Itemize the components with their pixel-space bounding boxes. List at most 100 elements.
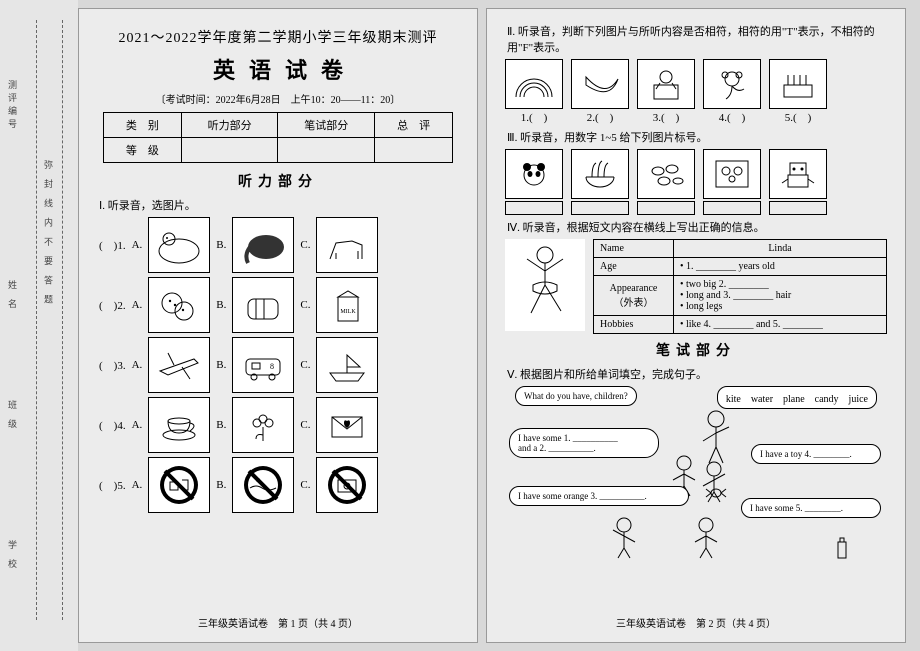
q3-blank[interactable] bbox=[571, 201, 629, 215]
pic-panda bbox=[505, 149, 563, 199]
pic-clown bbox=[637, 59, 695, 109]
q-number[interactable]: ( )5. bbox=[99, 477, 126, 493]
info-hobbies-label: Hobbies bbox=[594, 316, 674, 334]
pic-no-food bbox=[148, 457, 210, 513]
label-name: 姓 名 bbox=[6, 280, 19, 312]
td-blank[interactable] bbox=[375, 138, 453, 163]
bubble-1[interactable]: I have some 1. __________ and a 2. _____… bbox=[509, 428, 659, 458]
q-number[interactable]: ( )4. bbox=[99, 417, 126, 433]
bubble-3[interactable]: I have some orange 3. __________. bbox=[509, 486, 689, 506]
teacher-bubble: What do you have, children? bbox=[515, 386, 637, 406]
pic-ship bbox=[316, 337, 378, 393]
q3-blank[interactable] bbox=[505, 201, 563, 215]
pic-cookies bbox=[148, 277, 210, 333]
listening-heading: 听力部分 bbox=[79, 171, 477, 191]
q3-blank[interactable] bbox=[769, 201, 827, 215]
pic-cup bbox=[148, 397, 210, 453]
info-hobbies-value[interactable]: • like 4. ________ and 5. ________ bbox=[674, 316, 887, 334]
label-testid: 测评编号 bbox=[6, 80, 19, 132]
pic-card bbox=[316, 397, 378, 453]
written-heading: 笔试部分 bbox=[487, 340, 905, 360]
q1-row-2: ( )2. A. B. C. MILK bbox=[99, 277, 457, 333]
main-title: 2021～2022学年度第二学期小学三年级期末测评 bbox=[79, 27, 477, 47]
q4-title: Ⅳ. 听录音，根据短文内容在横线上写出正确的信息。 bbox=[507, 219, 885, 235]
page-2: Ⅱ. 听录音，判断下列图片与所听内容是否相符，相符的用"T"表示，不相符的用"F… bbox=[486, 8, 906, 643]
pic-bread bbox=[232, 277, 294, 333]
q2-num[interactable]: 4.( ) bbox=[703, 109, 761, 125]
pic-no-camera bbox=[316, 457, 378, 513]
pic-noodles bbox=[571, 149, 629, 199]
pic-robot bbox=[769, 149, 827, 199]
exam-time: 〔考试时间：2022年6月28日 上午10：20——11：20〕 bbox=[79, 91, 477, 106]
q1-title: Ⅰ. 听录音，选图片。 bbox=[99, 197, 457, 213]
q3-images bbox=[505, 149, 887, 215]
fold-line-2 bbox=[62, 20, 63, 620]
pic-hippo bbox=[148, 217, 210, 273]
pic-horse bbox=[316, 217, 378, 273]
th-listening: 听力部分 bbox=[181, 113, 278, 138]
pic-plane bbox=[148, 337, 210, 393]
svg-text:MILK: MILK bbox=[341, 309, 357, 315]
grade-table: 类 别 听力部分 笔试部分 总 评 等 级 bbox=[103, 112, 453, 163]
td-blank[interactable] bbox=[181, 138, 278, 163]
q5-title: Ⅴ. 根据图片和所给单词填空，完成句子。 bbox=[507, 366, 885, 382]
info-age-value[interactable]: • 1. ________ years old bbox=[674, 258, 887, 276]
q1-row-5: ( )5. A. B. C. bbox=[99, 457, 457, 513]
page2-footer: 三年级英语试卷 第 2 页（共 4 页） bbox=[487, 615, 905, 630]
pic-no-swim bbox=[232, 457, 294, 513]
pic-rainbow bbox=[505, 59, 563, 109]
bottle-icon bbox=[835, 536, 849, 560]
pic-monkey bbox=[703, 59, 761, 109]
q3-blank[interactable] bbox=[637, 201, 695, 215]
label-school: 学 校 bbox=[6, 540, 19, 572]
q2-images: 1.( ) 2.( ) 3.( ) 4.( ) 5.( ) bbox=[505, 59, 887, 125]
label-class: 班 级 bbox=[6, 400, 19, 432]
td-grade-label: 等 级 bbox=[103, 138, 181, 163]
th-total: 总 评 bbox=[375, 113, 453, 138]
bubble-4[interactable]: I have a toy 4. ________. bbox=[751, 444, 881, 464]
pic-sheep bbox=[637, 149, 695, 199]
q5-scene: What do you have, children? kite water p… bbox=[505, 386, 887, 566]
binding-margin: 学 校 班 级 姓 名 测评编号 弥 封 线 内 不 要 答 题 bbox=[0, 0, 78, 651]
dashed-note: 弥 封 线 内 不 要 答 题 bbox=[42, 160, 55, 308]
th-written: 笔试部分 bbox=[278, 113, 375, 138]
q2-title: Ⅱ. 听录音，判断下列图片与所听内容是否相符，相符的用"T"表示，不相符的用"F… bbox=[507, 23, 885, 55]
q1-row-1: ( )1. A. B. C. bbox=[99, 217, 457, 273]
q3-blank[interactable] bbox=[703, 201, 761, 215]
pic-banana bbox=[571, 59, 629, 109]
bubble-5[interactable]: I have some 5. ________. bbox=[741, 498, 881, 518]
q2-num[interactable]: 1.( ) bbox=[505, 109, 563, 125]
pic-dancer bbox=[505, 239, 585, 331]
info-table: NameLinda Age• 1. ________ years old App… bbox=[593, 239, 887, 334]
pic-kid5 bbox=[685, 512, 727, 562]
info-name-label: Name bbox=[594, 240, 674, 258]
candy-icon bbox=[705, 486, 727, 500]
td-blank[interactable] bbox=[278, 138, 375, 163]
info-appearance-label: Appearance （外表） bbox=[594, 276, 674, 316]
q3-title: Ⅲ. 听录音，用数字 1~5 给下列图片标号。 bbox=[507, 129, 885, 145]
svg-text:8: 8 bbox=[270, 362, 274, 371]
page-1: 2021～2022学年度第二学期小学三年级期末测评 英语试卷 〔考试时间：202… bbox=[78, 8, 478, 643]
q-number[interactable]: ( )1. bbox=[99, 237, 126, 253]
info-name-value: Linda bbox=[674, 240, 887, 258]
pic-milk: MILK bbox=[316, 277, 378, 333]
fold-line bbox=[36, 20, 37, 620]
pic-kid3 bbox=[603, 512, 645, 562]
subject-title: 英语试卷 bbox=[79, 53, 477, 85]
info-age-label: Age bbox=[594, 258, 674, 276]
q2-num[interactable]: 3.( ) bbox=[637, 109, 695, 125]
pic-family bbox=[703, 149, 761, 199]
th-category: 类 别 bbox=[103, 113, 181, 138]
q1-row-4: ( )4. A. B. C. bbox=[99, 397, 457, 453]
info-appearance-value[interactable]: • two big 2. ________ • long and 3. ____… bbox=[674, 276, 887, 316]
page1-footer: 三年级英语试卷 第 1 页（共 4 页） bbox=[79, 615, 477, 630]
pic-train: 8 bbox=[232, 337, 294, 393]
q-number[interactable]: ( )3. bbox=[99, 357, 126, 373]
pic-cake bbox=[769, 59, 827, 109]
q2-num[interactable]: 2.( ) bbox=[571, 109, 629, 125]
pic-flower bbox=[232, 397, 294, 453]
q1-row-3: ( )3. A. B. 8 C. bbox=[99, 337, 457, 393]
q2-num[interactable]: 5.( ) bbox=[769, 109, 827, 125]
q-number[interactable]: ( )2. bbox=[99, 297, 126, 313]
pic-elephant bbox=[232, 217, 294, 273]
